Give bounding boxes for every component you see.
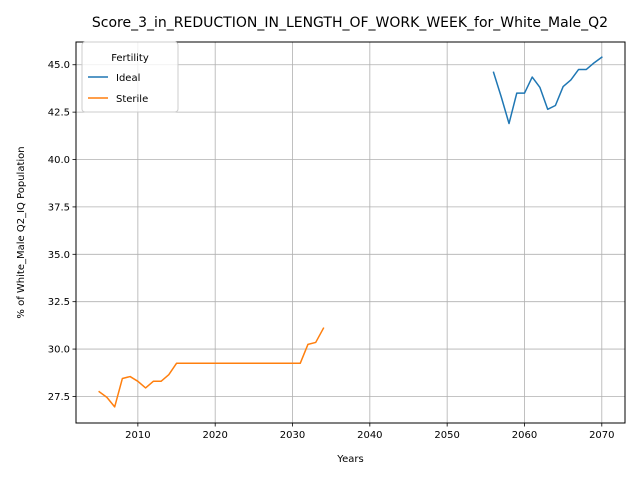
grid	[76, 42, 625, 423]
legend-label-sterile: Sterile	[116, 94, 148, 105]
legend-title: Fertility	[111, 53, 149, 64]
x-tick-label: 2070	[589, 430, 614, 441]
x-tick-label: 2020	[202, 430, 227, 441]
series-line-ideal	[492, 56, 603, 125]
series-line-sterile	[98, 327, 325, 408]
x-axis-label: Years	[336, 454, 363, 465]
y-axis-label: % of White_Male Q2_IQ Population	[16, 146, 27, 318]
axes-frame	[75, 41, 626, 424]
y-tick-label: 30.0	[48, 345, 70, 356]
x-tick-label: 2030	[280, 430, 305, 441]
legend-label-ideal: Ideal	[116, 73, 140, 84]
x-tick-label: 2050	[434, 430, 459, 441]
legend: Fertility Ideal Sterile	[81, 41, 179, 113]
y-tick-label: 32.5	[48, 297, 70, 308]
y-tick-label: 45.0	[48, 60, 70, 71]
x-tick-label: 2060	[512, 430, 537, 441]
axis-ticks: 2010 2020 2030 2040 2050 2060 2070 27.5 30.0 32.5…	[48, 60, 615, 441]
y-tick-label: 27.5	[48, 392, 70, 403]
x-tick-label: 2040	[357, 430, 382, 441]
chart-title: Score_3_in_REDUCTION_IN_LENGTH_OF_WORK_W…	[92, 15, 608, 31]
series-lines	[98, 56, 603, 408]
y-tick-label: 42.5	[48, 108, 70, 119]
y-tick-label: 35.0	[48, 250, 70, 261]
y-tick-label: 40.0	[48, 155, 70, 166]
y-tick-label: 37.5	[48, 202, 70, 213]
x-tick-label: 2010	[125, 430, 150, 441]
legend-box	[81, 41, 179, 113]
